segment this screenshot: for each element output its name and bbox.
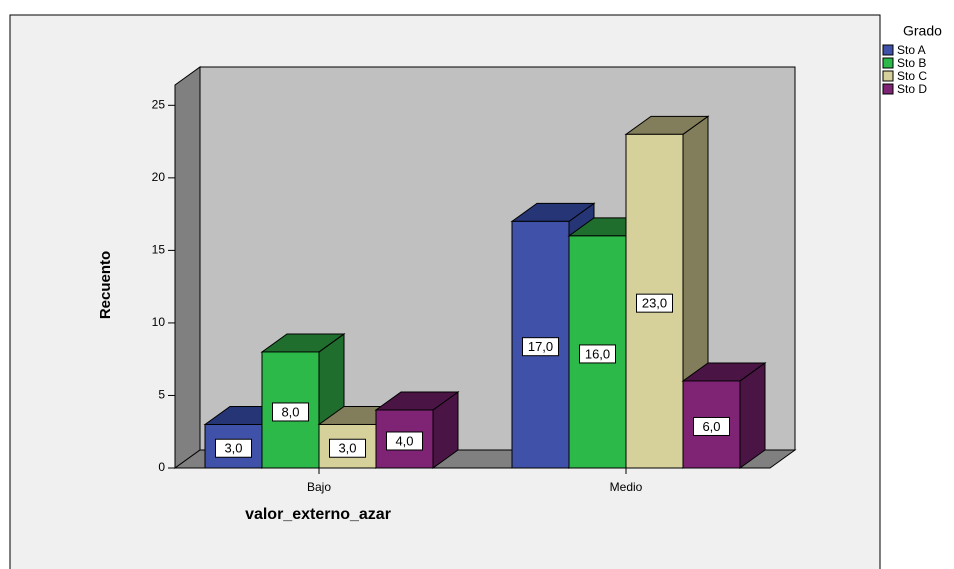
y-tick-label: 15 — [152, 243, 166, 257]
value-label-box — [329, 438, 366, 458]
y-tick-label: 25 — [152, 97, 166, 111]
value-label: 17,0 — [528, 339, 553, 354]
x-tick-label: Bajo — [307, 480, 331, 494]
value-label-box — [522, 337, 559, 357]
y-tick-label: 20 — [152, 170, 166, 184]
legend-swatch — [882, 83, 894, 95]
value-label: 23,0 — [642, 296, 667, 311]
value-label-box — [636, 293, 673, 313]
x-tick-label: Medio — [610, 480, 643, 494]
legend-label: Sto A — [897, 43, 926, 57]
legend-swatch — [882, 57, 894, 69]
value-label-box — [272, 402, 309, 422]
value-label: 4,0 — [395, 433, 413, 448]
y-tick-label: 0 — [158, 460, 165, 474]
value-label: 3,0 — [338, 441, 356, 456]
y-tick-label: 5 — [158, 388, 165, 402]
value-label: 6,0 — [702, 419, 720, 434]
x-axis-label: valor_externo_azar — [245, 506, 391, 523]
y-axis-label: Recuento — [97, 251, 114, 319]
legend-swatch — [882, 44, 894, 56]
left-wall — [174, 66, 201, 469]
value-label: 3,0 — [224, 441, 242, 456]
legend-label: Sto D — [897, 82, 927, 96]
value-label-box — [215, 438, 252, 458]
value-label-box — [693, 416, 730, 436]
y-tick-label: 10 — [152, 315, 166, 329]
value-label-box — [386, 431, 423, 451]
legend-label: Sto C — [897, 69, 927, 83]
value-label: 16,0 — [585, 346, 610, 361]
value-label: 8,0 — [281, 404, 299, 419]
legend-swatch — [882, 70, 894, 82]
legend-label: Sto B — [897, 56, 926, 70]
value-label-box — [579, 344, 616, 364]
legend-title: Grado — [903, 23, 942, 39]
